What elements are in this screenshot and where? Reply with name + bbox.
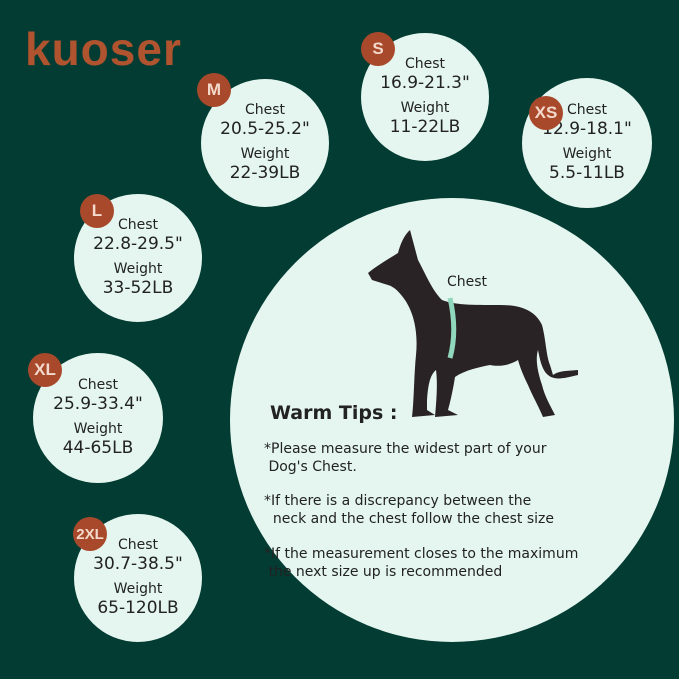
tip-item: *If there is a discrepancy between the n…	[264, 493, 555, 527]
size-badge-s: S	[361, 32, 395, 66]
chest-value: 12.9-18.1"	[542, 119, 632, 139]
size-badge-m: M	[197, 73, 231, 107]
chest-value: 20.5-25.2"	[220, 119, 310, 139]
size-badge-xs: XS	[529, 96, 563, 130]
weight-value: 5.5-11LB	[549, 163, 625, 183]
brand-logo: kuoser	[25, 23, 182, 75]
chest-label: Chest	[117, 537, 159, 553]
chest-label: Chest	[77, 377, 119, 393]
weight-label: Weight	[240, 146, 290, 162]
measurement-guide-panel	[230, 198, 674, 642]
weight-value: 11-22LB	[389, 117, 461, 137]
dog-silhouette-icon	[368, 230, 578, 417]
chest-value: 30.7-38.5"	[93, 554, 183, 574]
chest-label: Chest	[404, 56, 446, 72]
tip-item: *Please measure the widest part of your …	[264, 441, 547, 475]
chest-label: Chest	[117, 217, 159, 233]
chest-label: Chest	[566, 102, 608, 118]
warm-tips-title: Warm Tips :	[270, 402, 398, 424]
chest-measure-label: Chest	[447, 274, 488, 290]
chest-value: 25.9-33.4"	[53, 394, 143, 414]
weight-label: Weight	[113, 581, 163, 597]
size-badge-l: L	[80, 194, 114, 228]
weight-value: 65-120LB	[97, 598, 179, 618]
size-badge-2xl: 2XL	[73, 517, 107, 551]
tip-item: *If the measurement closes to the maximu…	[264, 546, 579, 580]
weight-value: 22-39LB	[229, 163, 301, 183]
weight-label: Weight	[562, 146, 612, 162]
weight-label: Weight	[73, 421, 123, 437]
chest-value: 22.8-29.5"	[93, 234, 183, 254]
chest-value: 16.9-21.3"	[380, 73, 470, 93]
chest-label: Chest	[244, 102, 286, 118]
weight-label: Weight	[400, 100, 450, 116]
weight-value: 44-65LB	[62, 438, 134, 458]
size-badge-xl: XL	[28, 353, 62, 387]
weight-value: 33-52LB	[102, 278, 174, 298]
weight-label: Weight	[113, 261, 163, 277]
